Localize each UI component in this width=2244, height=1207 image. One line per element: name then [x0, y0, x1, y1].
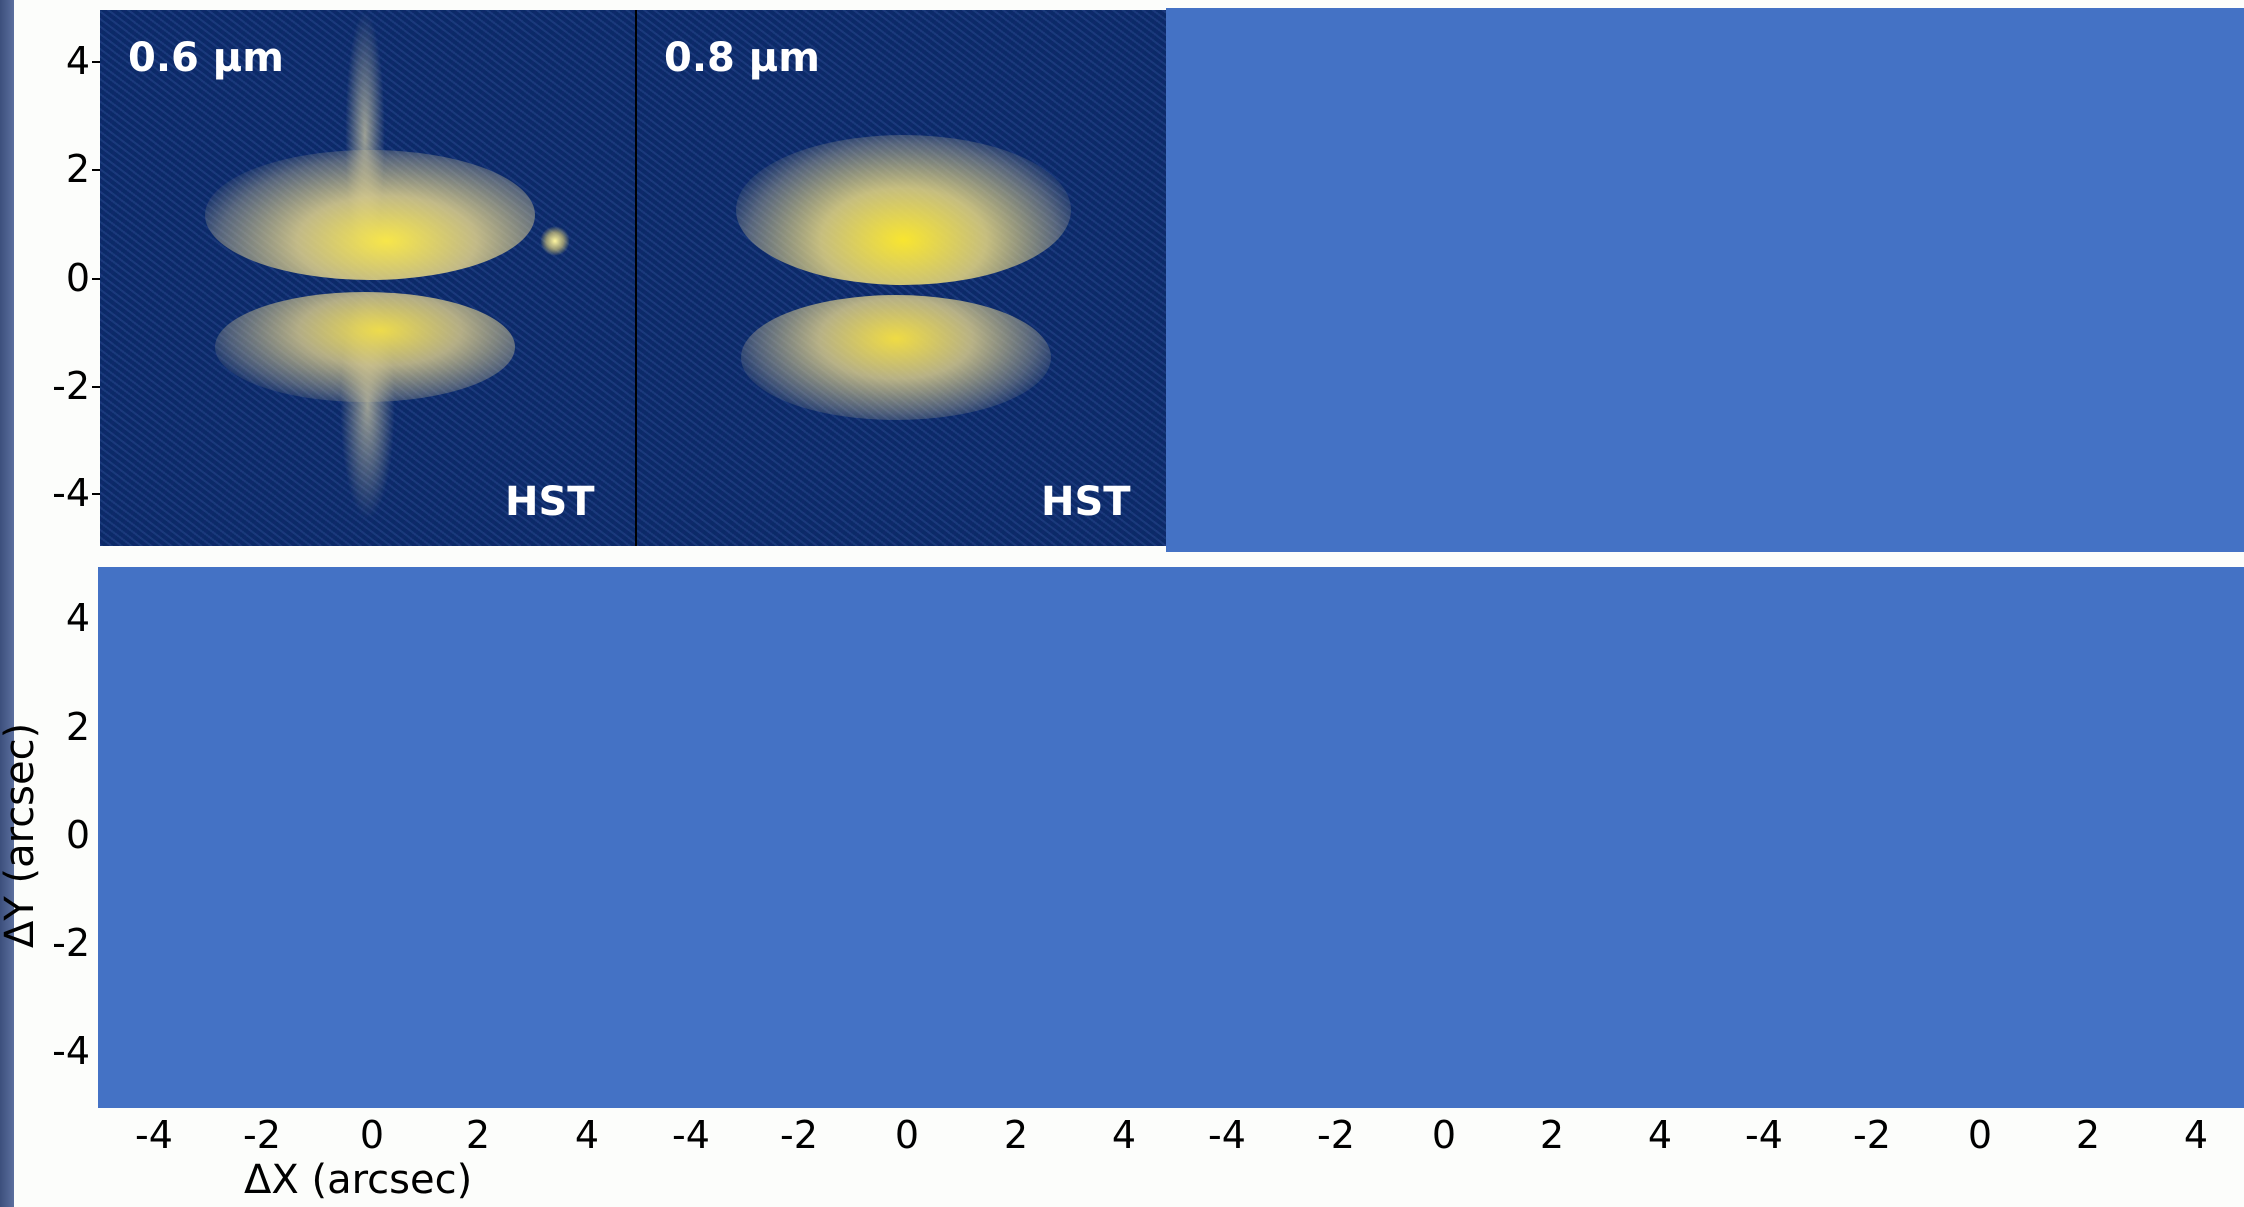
disk-lower-lobe [215, 292, 515, 402]
xtick: -2 [243, 1113, 281, 1157]
xtick: 2 [2075, 1113, 2101, 1157]
xtick: 4 [1647, 1113, 1673, 1157]
ytick-bottom-0: 0 [65, 813, 90, 857]
panel-instrument-label: HST [1041, 479, 1131, 525]
ytick-top-m4: -4 [52, 471, 90, 515]
xtick: 2 [1003, 1113, 1029, 1157]
ytick-bottom-4: 4 [65, 596, 90, 640]
disk-lower-lobe [741, 295, 1051, 420]
ytick-bottom-m4: -4 [52, 1029, 90, 1073]
xtick: -4 [672, 1113, 710, 1157]
xtick: 4 [2183, 1113, 2209, 1157]
image-panel-0p8um: 0.8 μm HST [636, 10, 1166, 546]
xtick: -2 [780, 1113, 818, 1157]
panel-wavelength-label: 0.8 μm [664, 35, 820, 81]
masked-panels-top-right [1166, 8, 2244, 552]
disk-upper-lobe [205, 150, 535, 280]
xtick: -4 [1745, 1113, 1783, 1157]
left-edge-strip [0, 0, 14, 1207]
ytick-bottom-m2: -2 [52, 921, 90, 965]
ytick-mark [92, 61, 100, 63]
panel-instrument-label: HST [505, 479, 595, 525]
ytick-top-4: 4 [65, 39, 90, 83]
ytick-mark [92, 493, 100, 495]
xtick: 2 [1539, 1113, 1565, 1157]
ytick-top-m2: -2 [52, 364, 90, 408]
xtick: 0 [359, 1113, 385, 1157]
ytick-mark [92, 278, 100, 280]
xtick: 4 [574, 1113, 600, 1157]
masked-panels-bottom-row [98, 567, 2244, 1108]
x-axis-label: ΔX (arcsec) [244, 1157, 473, 1203]
xtick: -4 [1208, 1113, 1246, 1157]
ytick-top-0: 0 [65, 256, 90, 300]
ytick-bottom-2: 2 [65, 705, 90, 749]
ytick-top-2: 2 [65, 147, 90, 191]
xtick: -2 [1853, 1113, 1891, 1157]
panel-divider [635, 10, 637, 546]
xtick: 0 [1967, 1113, 1993, 1157]
ytick-mark [92, 169, 100, 171]
star-point-source [540, 226, 570, 256]
xtick: 2 [465, 1113, 491, 1157]
xtick: 4 [1111, 1113, 1137, 1157]
disk-upper-lobe [736, 135, 1071, 285]
panel-wavelength-label: 0.6 μm [128, 35, 284, 81]
ytick-mark [92, 386, 100, 388]
xtick: -2 [1317, 1113, 1355, 1157]
xtick: -4 [135, 1113, 173, 1157]
y-axis-label: ΔY (arcsec) [0, 722, 43, 948]
xtick: 0 [894, 1113, 920, 1157]
xtick: 0 [1431, 1113, 1457, 1157]
image-panel-0p6um: 0.6 μm HST [100, 10, 635, 546]
